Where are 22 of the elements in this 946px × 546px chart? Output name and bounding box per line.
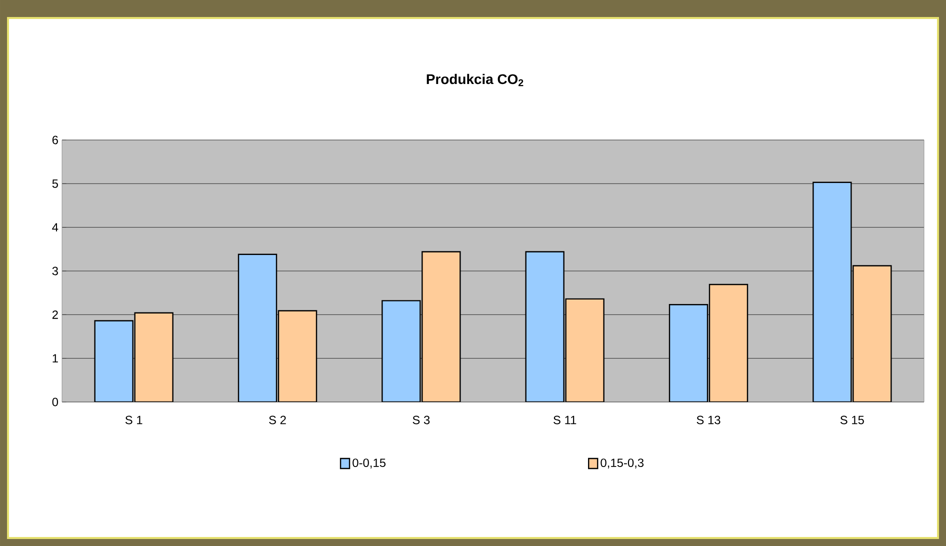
y-tick-label: 1	[52, 354, 58, 362]
bar	[382, 300, 421, 402]
x-tick-label: S 15	[840, 416, 864, 424]
bar	[668, 304, 708, 402]
y-tick-label: 5	[52, 179, 58, 188]
x-tick-label: S 2	[269, 416, 286, 424]
x-tick-label: S 3	[412, 416, 430, 424]
chart-title: Produkcia CO$_{2}$	[426, 74, 524, 86]
bar	[94, 320, 134, 402]
bar	[238, 254, 278, 402]
x-tick-label: S 13	[696, 416, 720, 424]
bar	[812, 182, 852, 402]
bar	[525, 251, 564, 402]
x-tick-label: S 1	[125, 416, 142, 424]
y-tick-label: 2	[52, 310, 58, 319]
x-tick-label: S 11	[554, 416, 576, 424]
y-tick-label: 4	[52, 223, 58, 232]
y-tick-label: 3	[52, 266, 58, 276]
legend-label: 0-0,15	[352, 458, 386, 468]
y-tick-label: 0	[52, 398, 58, 406]
legend-label: 0,15-0,3	[600, 458, 644, 468]
y-tick-label: 6	[52, 136, 58, 144]
